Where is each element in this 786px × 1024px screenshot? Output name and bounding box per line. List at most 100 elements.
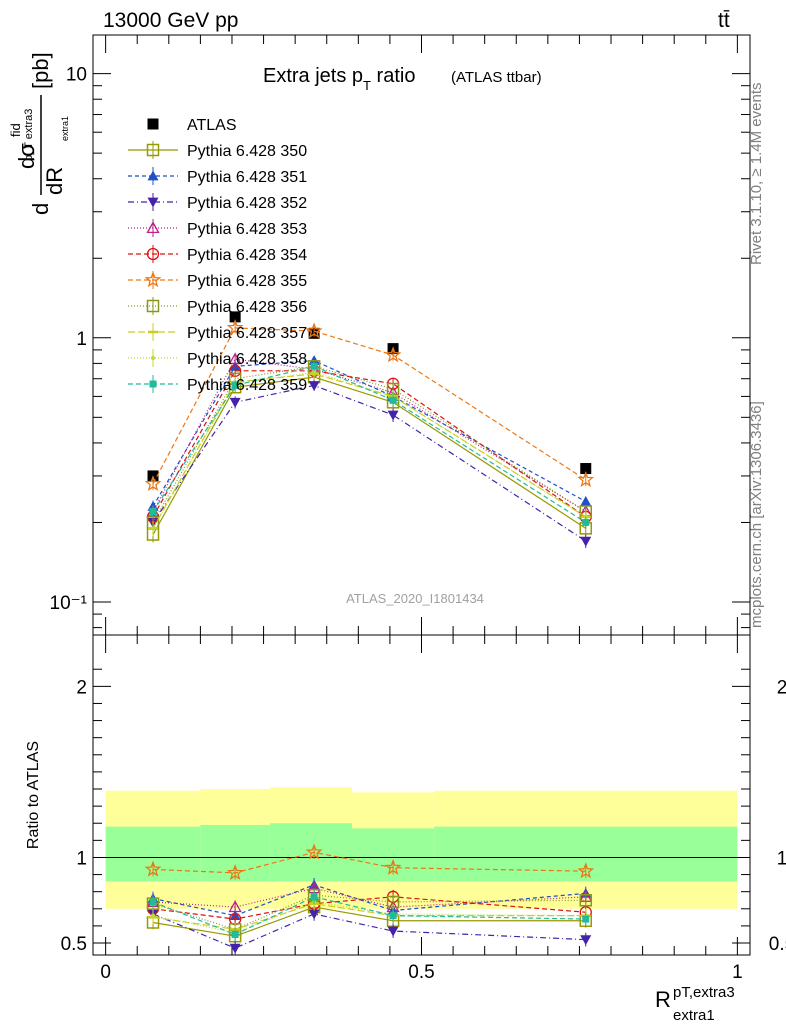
ratio-point — [305, 843, 323, 860]
ratio-y-label: Ratio to ATLAS — [25, 741, 42, 849]
legend-item: Pythia 6.428 357 — [128, 323, 307, 342]
y-label-R-sub: p_T extra3 — [23, 109, 35, 161]
x-axis-label: R — [655, 987, 671, 1012]
ratio-series-group — [144, 843, 595, 955]
data-point — [149, 508, 157, 516]
x-axis: 0 0.5 1 — [100, 635, 743, 983]
data-point — [580, 536, 592, 547]
legend-marker — [146, 143, 160, 157]
rivet-version-label: Rivet 3.1.10, ≥ 1.4M events — [748, 83, 765, 266]
legend-item: Pythia 6.428 353 — [128, 219, 307, 238]
ratio-panel: 2 2 1 1 0.5 0.5 00.51 Ratio to ATLAS R pT,ext… — [25, 634, 786, 1024]
data-point — [312, 370, 317, 375]
y-label-dR-sub: extra1 — [60, 116, 70, 141]
main-series-group — [144, 311, 595, 549]
ratio-point — [387, 926, 399, 937]
data-point — [229, 397, 241, 408]
ratio-y-tick-label-right: 0.5 — [769, 934, 786, 955]
y-label-d: d — [28, 203, 53, 215]
series-line — [152, 365, 587, 523]
y-label-unit: [pb] — [28, 52, 53, 89]
legend-item: Pythia 6.428 350 — [128, 141, 307, 160]
x-axis-label-sub: extra1 — [673, 1007, 715, 1024]
series-line — [152, 370, 587, 518]
ratio-line — [152, 887, 586, 908]
legend-marker — [146, 221, 160, 234]
legend-label: Pythia 6.428 355 — [187, 273, 307, 290]
y-label-fid: fid — [8, 123, 23, 137]
data-point — [580, 496, 592, 506]
legend-label: Pythia 6.428 354 — [187, 247, 307, 264]
data-point — [226, 319, 244, 336]
main-y-label: d dσ fid dR p_T extra3 extra1 [pb] — [8, 52, 70, 215]
legend-marker — [146, 299, 160, 313]
data-point — [582, 518, 590, 526]
legend-label: Pythia 6.428 350 — [187, 143, 307, 160]
ratio-point — [577, 862, 595, 879]
series-6 — [144, 319, 595, 491]
legend-marker — [147, 197, 159, 208]
data-point — [308, 381, 320, 391]
legend-item: Pythia 6.428 351 — [128, 167, 307, 186]
ratio-line — [152, 896, 586, 936]
legend-item: ATLAS — [147, 117, 237, 134]
ratio-y-tick-label-right: 2 — [777, 677, 786, 698]
source-label: mcplots.cern.ch [arXiv:1306.3436] — [748, 401, 765, 628]
ratio-y-axis: 2 2 1 1 0.5 0.5 — [61, 668, 786, 955]
ratio-series-5 — [144, 843, 595, 880]
legend-label: Pythia 6.428 359 — [187, 377, 307, 394]
ratio-y-tick-label: 2 — [76, 677, 87, 698]
series-line — [152, 376, 587, 535]
series-3 — [147, 380, 592, 549]
chart-title: Extra jets pT ratio — [263, 65, 415, 93]
x-tick-label: 0.5 — [408, 962, 434, 983]
legend-marker — [147, 170, 159, 181]
ratio-line — [152, 894, 586, 930]
x-axis-label-sup: pT,extra3 — [673, 984, 735, 1001]
chart-title-tail: ratio — [371, 65, 415, 87]
ratio-series-2 — [147, 907, 592, 955]
ratio-point — [580, 935, 592, 946]
chart-subtitle: (ATLAS ttbar) — [451, 69, 542, 86]
series-line — [152, 373, 587, 529]
data-point — [228, 352, 242, 365]
main-y-axis: 10 1 10⁻¹ — [50, 35, 750, 635]
series-10 — [149, 361, 590, 529]
ratio-point — [228, 900, 242, 913]
analysis-label: ATLAS_2020_I1801434 — [346, 591, 484, 606]
legend-label: Pythia 6.428 351 — [187, 169, 307, 186]
chart-title-sub: T — [363, 78, 371, 93]
data-point — [389, 396, 397, 404]
process-label: tt̄ — [718, 9, 730, 32]
data-point — [387, 410, 399, 421]
ratio-y-tick-label: 1 — [76, 848, 87, 869]
legend-item: Pythia 6.428 358 — [128, 349, 307, 368]
legend-marker — [149, 380, 157, 388]
ratio-point — [582, 915, 590, 923]
legend-marker — [146, 247, 160, 261]
data-point — [151, 526, 156, 531]
ratio-point — [384, 858, 402, 875]
legend-label: Pythia 6.428 357 — [187, 325, 307, 342]
ratio-y-tick-label-right: 1 — [777, 848, 786, 869]
x-tick-label: 0 — [100, 962, 111, 983]
ratio-point — [231, 930, 239, 938]
data-point — [305, 322, 323, 339]
y-tick-label: 10 — [66, 65, 87, 86]
legend-item: Pythia 6.428 359 — [128, 375, 307, 394]
ratio-point — [389, 912, 397, 920]
ratio-point — [308, 909, 320, 920]
data-point — [308, 355, 320, 365]
ratio-point — [149, 898, 157, 906]
legend-label: ATLAS — [187, 117, 237, 134]
data-point — [384, 346, 402, 363]
y-tick-label: 1 — [76, 329, 87, 350]
legend-label: Pythia 6.428 352 — [187, 195, 307, 212]
y-label-dsigma: dσ — [14, 143, 39, 169]
ratio-uncertainty-bands — [105, 787, 738, 909]
ratio-point — [229, 943, 241, 954]
chart-title-text: Extra jets p — [263, 65, 363, 87]
legend-item: Pythia 6.428 354 — [128, 245, 307, 264]
ratio-y-tick-label: 0.5 — [61, 934, 87, 955]
